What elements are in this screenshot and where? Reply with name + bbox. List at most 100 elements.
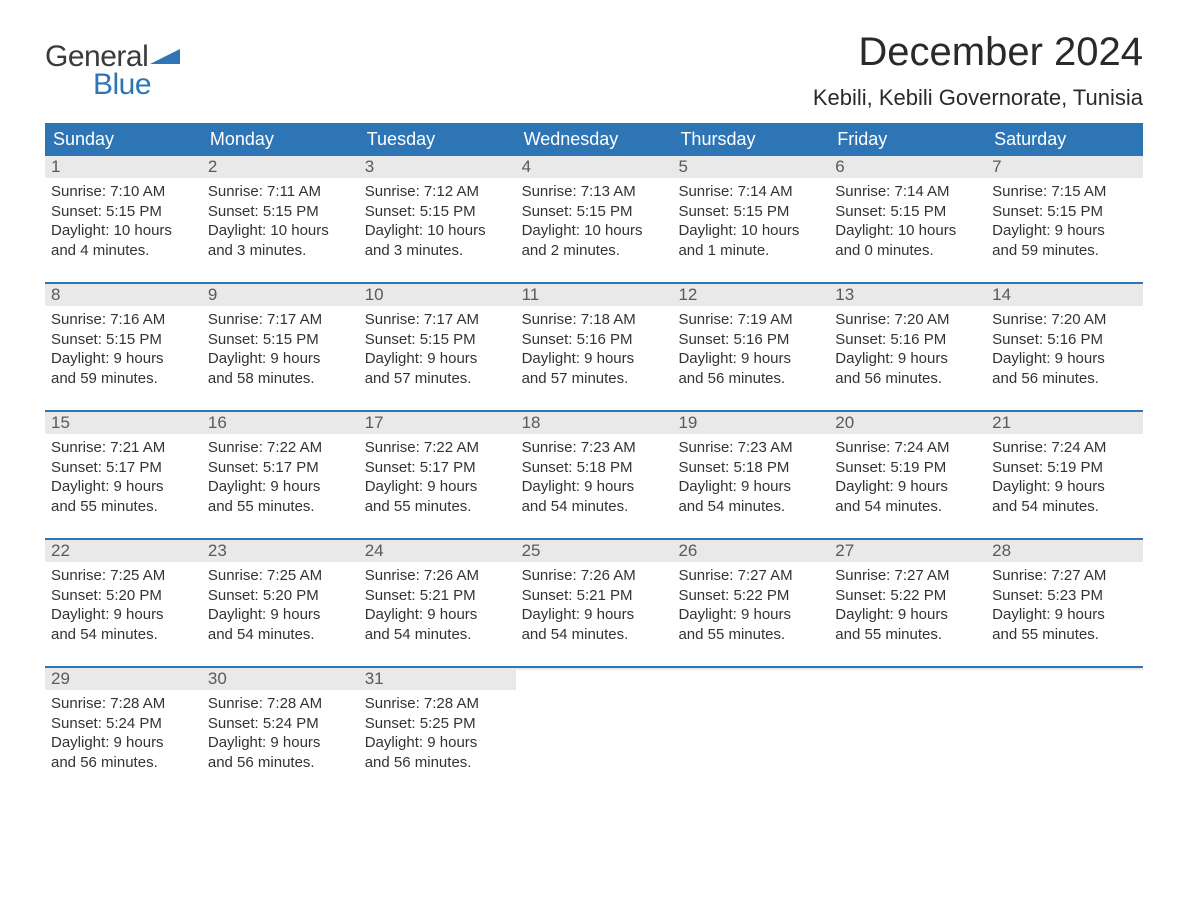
day-sunrise: Sunrise: 7:22 AM: [208, 438, 353, 458]
day-body: Sunrise: 7:11 AMSunset: 5:15 PMDaylight:…: [202, 178, 359, 266]
calendar-day: 7Sunrise: 7:15 AMSunset: 5:15 PMDaylight…: [986, 156, 1143, 282]
day-body: Sunrise: 7:27 AMSunset: 5:22 PMDaylight:…: [672, 562, 829, 650]
calendar-day: 23Sunrise: 7:25 AMSunset: 5:20 PMDayligh…: [202, 540, 359, 666]
day-sunrise: Sunrise: 7:26 AM: [522, 566, 667, 586]
day-number-row: 18: [516, 412, 673, 434]
weeks-container: 1Sunrise: 7:10 AMSunset: 5:15 PMDaylight…: [45, 156, 1143, 794]
day-sunrise: Sunrise: 7:25 AM: [208, 566, 353, 586]
day-sunrise: Sunrise: 7:28 AM: [51, 694, 196, 714]
day-number-row: 28: [986, 540, 1143, 562]
day-number: 30: [208, 669, 227, 688]
day-d2: and 56 minutes.: [365, 753, 510, 773]
day-body: Sunrise: 7:20 AMSunset: 5:16 PMDaylight:…: [986, 306, 1143, 394]
day-sunset: Sunset: 5:17 PM: [51, 458, 196, 478]
calendar-day: 25 Sunrise: 7:26 AMSunset: 5:21 PMDayligh…: [516, 540, 673, 666]
day-sunrise: Sunrise: 7:20 AM: [992, 310, 1137, 330]
day-body: Sunrise: 7:20 AMSunset: 5:16 PMDaylight:…: [829, 306, 986, 394]
day-sunset: Sunset: 5:15 PM: [522, 202, 667, 222]
day-body: Sunrise: 7:12 AMSunset: 5:15 PMDaylight:…: [359, 178, 516, 266]
calendar-day: 18Sunrise: 7:23 AMSunset: 5:18 PMDayligh…: [516, 412, 673, 538]
calendar-week: 1Sunrise: 7:10 AMSunset: 5:15 PMDaylight…: [45, 156, 1143, 282]
day-number-row: 3: [359, 156, 516, 178]
day-number: 27: [835, 541, 854, 560]
calendar-day: 16Sunrise: 7:22 AMSunset: 5:17 PMDayligh…: [202, 412, 359, 538]
day-number-row: 2: [202, 156, 359, 178]
day-number: 4: [522, 157, 531, 176]
title-block: December 2024 Kebili, Kebili Governorate…: [813, 30, 1143, 111]
calendar-day: 26 Sunrise: 7:27 AMSunset: 5:22 PMDayligh…: [672, 540, 829, 666]
day-number-row: 23: [202, 540, 359, 562]
day-sunset: Sunset: 5:16 PM: [522, 330, 667, 350]
day-number: 26: [678, 541, 697, 560]
day-body: Sunrise: 7:24 AMSunset: 5:19 PMDaylight:…: [986, 434, 1143, 522]
day-number-row: 27: [829, 540, 986, 562]
day-body: Sunrise: 7:23 AMSunset: 5:18 PMDaylight:…: [672, 434, 829, 522]
day-sunrise: Sunrise: 7:24 AM: [992, 438, 1137, 458]
day-sunrise: Sunrise: 7:23 AM: [522, 438, 667, 458]
day-d1: Daylight: 9 hours: [208, 477, 353, 497]
calendar-day: 20Sunrise: 7:24 AMSunset: 5:19 PMDayligh…: [829, 412, 986, 538]
day-sunset: Sunset: 5:20 PM: [51, 586, 196, 606]
day-d2: and 0 minutes.: [835, 241, 980, 261]
day-number-row: 16: [202, 412, 359, 434]
day-sunrise: Sunrise: 7:24 AM: [835, 438, 980, 458]
calendar-day: 1Sunrise: 7:10 AMSunset: 5:15 PMDaylight…: [45, 156, 202, 282]
day-sunrise: Sunrise: 7:27 AM: [678, 566, 823, 586]
calendar-week: 22 Sunrise: 7:25 AM Sunset: 5:20 PM Dayligh…: [45, 538, 1143, 666]
calendar-day: 27Sunrise: 7:27 AMSunset: 5:22 PMDayligh…: [829, 540, 986, 666]
day-number-row: 11: [516, 284, 673, 306]
day-number-row: 17: [359, 412, 516, 434]
day-d1: Daylight: 9 hours: [51, 733, 196, 753]
day-sunset: Sunset: 5:24 PM: [208, 714, 353, 734]
day-number-row: 13: [829, 284, 986, 306]
calendar-day: 15Sunrise: 7:21 AMSunset: 5:17 PMDayligh…: [45, 412, 202, 538]
day-sunset: Sunset: 5:15 PM: [365, 202, 510, 222]
day-header: Wednesday: [516, 123, 673, 156]
day-d2: and 55 minutes.: [51, 497, 196, 517]
day-sunset: Sunset: 5:16 PM: [678, 330, 823, 350]
day-number-row: [516, 668, 673, 670]
logo-text-blue: Blue: [93, 68, 151, 102]
calendar-day: 10Sunrise: 7:17 AMSunset: 5:15 PMDayligh…: [359, 284, 516, 410]
day-d1: Daylight: 9 hours: [522, 605, 667, 625]
calendar-header-row: Sunday Monday Tuesday Wednesday Thursday…: [45, 123, 1143, 156]
calendar-day: 12Sunrise: 7:19 AMSunset: 5:16 PMDayligh…: [672, 284, 829, 410]
day-d1: Daylight: 9 hours: [522, 349, 667, 369]
day-sunset: Sunset: 5:19 PM: [835, 458, 980, 478]
calendar-day: 13Sunrise: 7:20 AMSunset: 5:16 PMDayligh…: [829, 284, 986, 410]
day-number: 3: [365, 157, 374, 176]
day-number: 25: [522, 541, 541, 560]
day-number-row: 9: [202, 284, 359, 306]
day-d1: Daylight: 9 hours: [365, 349, 510, 369]
day-number: 7: [992, 157, 1001, 176]
day-body: Sunrise: 7:17 AMSunset: 5:15 PMDaylight:…: [359, 306, 516, 394]
header-row: General Blue December 2024 Kebili, Kebil…: [45, 30, 1143, 111]
day-number-row: 22: [45, 540, 202, 562]
day-d2: and 1 minute.: [678, 241, 823, 261]
calendar-day: 2Sunrise: 7:11 AMSunset: 5:15 PMDaylight…: [202, 156, 359, 282]
calendar-day: 19Sunrise: 7:23 AMSunset: 5:18 PMDayligh…: [672, 412, 829, 538]
day-d2: and 55 minutes.: [992, 625, 1137, 645]
page-subtitle: Kebili, Kebili Governorate, Tunisia: [813, 85, 1143, 111]
day-d2: and 57 minutes.: [522, 369, 667, 389]
day-sunset: Sunset: 5:15 PM: [835, 202, 980, 222]
day-d1: Daylight: 10 hours: [522, 221, 667, 241]
day-sunset: Sunset: 5:15 PM: [992, 202, 1137, 222]
day-number: 24: [365, 541, 384, 560]
day-d1: Daylight: 10 hours: [208, 221, 353, 241]
calendar-day: 9Sunrise: 7:17 AMSunset: 5:15 PMDaylight…: [202, 284, 359, 410]
day-body: Sunrise: 7:13 AMSunset: 5:15 PMDaylight:…: [516, 178, 673, 266]
calendar-day: 30Sunrise: 7:28 AMSunset: 5:24 PMDayligh…: [202, 668, 359, 794]
day-sunset: Sunset: 5:16 PM: [992, 330, 1137, 350]
day-number: 15: [51, 413, 70, 432]
day-body: Sunrise: 7:17 AMSunset: 5:15 PMDaylight:…: [202, 306, 359, 394]
day-sunset: Sunset: 5:21 PM: [522, 586, 667, 606]
day-d2: and 59 minutes.: [51, 369, 196, 389]
calendar-day: 11 Sunrise: 7:18 AMSunset: 5:16 PMDayligh…: [516, 284, 673, 410]
day-number: 11: [522, 285, 540, 304]
day-header: Saturday: [986, 123, 1143, 156]
day-body: Sunrise: 7:18 AMSunset: 5:16 PMDaylight:…: [516, 306, 673, 394]
day-header: Thursday: [672, 123, 829, 156]
calendar-day: 31Sunrise: 7:28 AMSunset: 5:25 PMDayligh…: [359, 668, 516, 794]
day-d1: Daylight: 9 hours: [365, 605, 510, 625]
